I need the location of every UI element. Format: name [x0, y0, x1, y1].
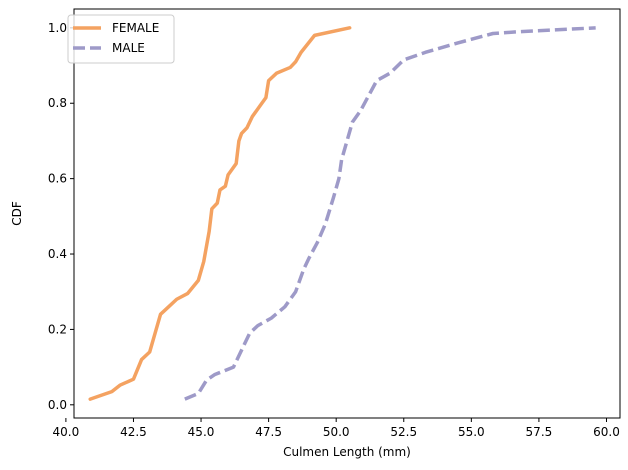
- x-tick-label: 40.0: [53, 425, 80, 439]
- axes-frame: [73, 8, 621, 419]
- y-tick-label: 0.6: [48, 172, 67, 186]
- y-tick-label: 1.0: [48, 21, 67, 35]
- x-tick-label: 45.0: [188, 425, 215, 439]
- x-tick-label: 42.5: [120, 425, 147, 439]
- x-tick-label: 52.5: [390, 425, 417, 439]
- legend-label-female: FEMALE: [112, 21, 159, 35]
- y-axis-ticks: 0.0 0.2 0.4 0.6 0.8 1.0: [48, 21, 74, 412]
- x-tick-label: 50.0: [323, 425, 350, 439]
- x-tick-label: 47.5: [255, 425, 282, 439]
- x-tick-label: 60.0: [593, 425, 620, 439]
- x-tick-label: 55.0: [458, 425, 485, 439]
- x-tick-label: 57.5: [526, 425, 553, 439]
- y-tick-label: 0.8: [48, 96, 67, 110]
- series-line-male: [184, 26, 596, 401]
- x-axis-ticks: 40.0 42.5 45.0 47.5 50.0 52.5 55.0 57.5 60.0: [53, 418, 620, 439]
- y-axis-label: CDF: [10, 201, 24, 226]
- legend-label-male: MALE: [112, 41, 145, 55]
- plot-area: [88, 26, 596, 401]
- y-tick-label: 0.2: [48, 322, 67, 336]
- y-tick-label: 0.4: [48, 247, 67, 261]
- series-line-female: [88, 26, 352, 401]
- legend: FEMALE MALE: [67, 14, 175, 64]
- x-axis-label: Culmen Length (mm): [283, 445, 411, 459]
- y-tick-label: 0.0: [48, 398, 67, 412]
